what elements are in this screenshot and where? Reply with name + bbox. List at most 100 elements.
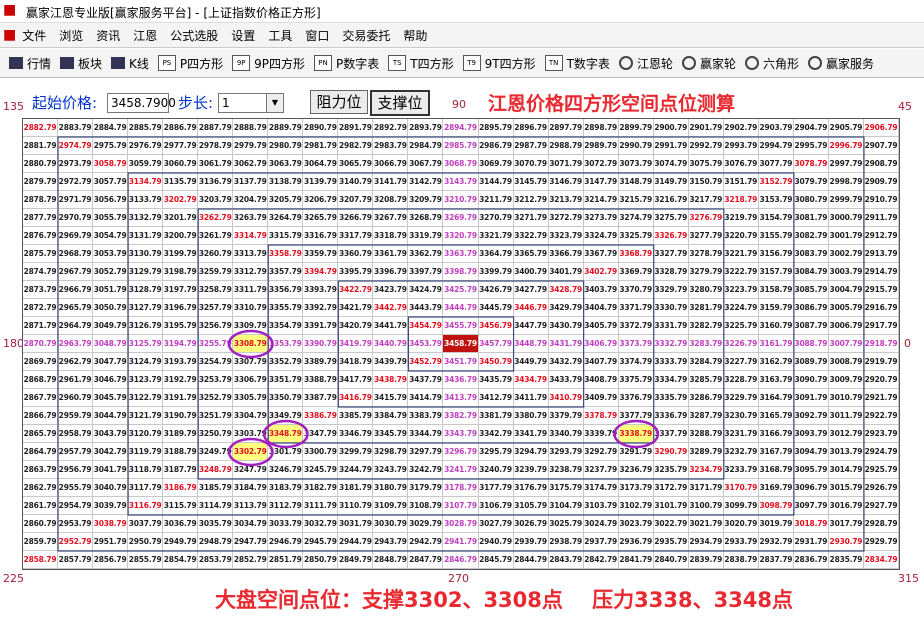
grid-cell: 3248.79 [198, 461, 234, 479]
toolbar-label: K线 [129, 56, 149, 71]
grid-cell: 2856.79 [93, 551, 129, 569]
grid-cell: 3051.79 [93, 281, 129, 299]
grid-cell: 2927.79 [863, 497, 899, 515]
toolbar-button[interactable]: 板块 [60, 55, 102, 72]
grid-cell: 3177.79 [478, 479, 514, 497]
resistance-button[interactable]: 阻力位 [310, 90, 368, 114]
grid-cell: 3176.79 [513, 479, 549, 497]
grid-cell: 3038.79 [93, 515, 129, 533]
menu-item[interactable]: 交易委托 [342, 28, 391, 43]
grid-cell: 3092.79 [793, 407, 829, 425]
toolbar-button[interactable]: PN P数字表 [314, 55, 379, 72]
grid-cell: 3409.79 [583, 389, 619, 407]
grid-cell: 3445.79 [478, 299, 514, 317]
grid-cell: 3247.79 [233, 461, 269, 479]
grid-cell: 3412.79 [478, 389, 514, 407]
grid-cell: 2939.79 [513, 533, 549, 551]
menu-item[interactable]: 设置 [231, 28, 256, 43]
grid-cell: 3344.79 [408, 425, 444, 443]
grid-cell: 2929.79 [863, 533, 899, 551]
grid-cell: 3278.79 [688, 245, 724, 263]
toolbar-button[interactable]: 赢家轮 [681, 55, 736, 72]
grid-cell: 2956.79 [58, 461, 94, 479]
grid-cell: 3377.79 [618, 407, 654, 425]
grid-cell: 3212.79 [513, 191, 549, 209]
menu-item[interactable]: 文件 [22, 28, 47, 43]
footer-note: 大盘空间点位：支撑3302、3308点 压力3338、3348点 [215, 588, 794, 612]
toolbar-button[interactable]: TS T四方形 [388, 55, 454, 72]
grid-cell: 3289.79 [688, 443, 724, 461]
grid-cell: 3348.79 [268, 425, 304, 443]
grid-cell: 2988.79 [548, 137, 584, 155]
menu-item[interactable]: 帮助 [403, 28, 428, 43]
grid-cell: 2866.79 [23, 407, 59, 425]
toolbar-button[interactable]: 六角形 [744, 55, 799, 72]
grid-cell: 2899.79 [618, 119, 654, 137]
grid-cell: 2934.79 [688, 533, 724, 551]
grid-cell: 2914.79 [863, 263, 899, 281]
angle-label: 0 [904, 337, 911, 350]
grid-cell: 2882.79 [23, 119, 59, 137]
grid-cell: 3362.79 [408, 245, 444, 263]
menu-item[interactable]: 窗口 [305, 28, 330, 43]
grid-cell: 3130.79 [128, 245, 164, 263]
grid-cell: 3309.79 [233, 317, 269, 335]
step-select[interactable]: 1 [218, 93, 268, 113]
grid-cell: 3351.79 [268, 371, 304, 389]
menu-item[interactable]: 工具 [268, 28, 293, 43]
grid-cell: 3256.79 [198, 317, 234, 335]
grid-cell: 3198.79 [163, 263, 199, 281]
toolbar-button[interactable]: K线 [111, 55, 149, 72]
toolbar-icon [60, 57, 75, 69]
grid-cell: 3048.79 [93, 335, 129, 353]
grid-cell: 3400.79 [513, 263, 549, 281]
grid-cell: 3414.79 [408, 389, 444, 407]
grid-cell: 3018.79 [793, 515, 829, 533]
grid-cell: 3056.79 [93, 191, 129, 209]
grid-cell: 2910.79 [863, 191, 899, 209]
grid-cell: 3415.79 [373, 389, 409, 407]
toolbar-button[interactable]: 9P 9P四方形 [232, 55, 305, 72]
grid-cell: 3313.79 [233, 245, 269, 263]
grid-cell: 2847.79 [408, 551, 444, 569]
toolbar-button[interactable]: 行情 [9, 55, 51, 72]
grid-cell: 3061.79 [198, 155, 234, 173]
support-button[interactable]: 支撑位 [370, 90, 430, 116]
grid-cell: 3107.79 [443, 497, 479, 515]
start-input[interactable]: 3458.7900 [107, 93, 176, 113]
grid-cell: 3395.79 [338, 263, 374, 281]
menu-item[interactable]: 浏览 [59, 28, 84, 43]
toolbar-button[interactable]: TN T数字表 [544, 55, 610, 72]
grid-cell: 3070.79 [513, 155, 549, 173]
grid-cell: 3407.79 [583, 353, 619, 371]
grid-cell: 3106.79 [478, 497, 514, 515]
toolbar-button[interactable]: T9 9T四方形 [462, 55, 536, 72]
grid-cell: 3451.79 [443, 353, 479, 371]
grid-cell: 2930.79 [828, 533, 864, 551]
grid-cell: 3019.79 [758, 515, 794, 533]
grid-cell: 3450.79 [478, 353, 514, 371]
grid-cell: 3446.79 [513, 299, 549, 317]
menu-item[interactable]: 公式选股 [170, 28, 219, 43]
grid-cell: 3249.79 [198, 443, 234, 461]
toolbar-button[interactable]: 江恩轮 [618, 55, 673, 72]
dropdown-arrow[interactable]: ▼ [266, 93, 284, 113]
menu-item[interactable]: 资讯 [96, 28, 121, 43]
grid-cell: 3000.79 [828, 209, 864, 227]
grid-cell: 3235.79 [653, 461, 689, 479]
grid-cell: 3306.79 [233, 371, 269, 389]
grid-cell: 3135.79 [163, 173, 199, 191]
grid-cell: 2842.79 [583, 551, 619, 569]
grid-cell: 3337.79 [653, 425, 689, 443]
toolbar-button[interactable]: PS P四方形 [157, 55, 223, 72]
grid-cell: 3419.79 [338, 335, 374, 353]
grid-cell: 3087.79 [793, 317, 829, 335]
menu-item[interactable]: 江恩 [133, 28, 158, 43]
grid-cell: 2975.79 [93, 137, 129, 155]
toolbar-button[interactable]: 赢家服务 [807, 55, 874, 72]
grid-cell: 3393.79 [303, 281, 339, 299]
grid-cell: 3099.79 [723, 497, 759, 515]
grid-cell: 3185.79 [198, 479, 234, 497]
grid-cell: 3006.79 [828, 317, 864, 335]
grid-cell: 3340.79 [548, 425, 584, 443]
